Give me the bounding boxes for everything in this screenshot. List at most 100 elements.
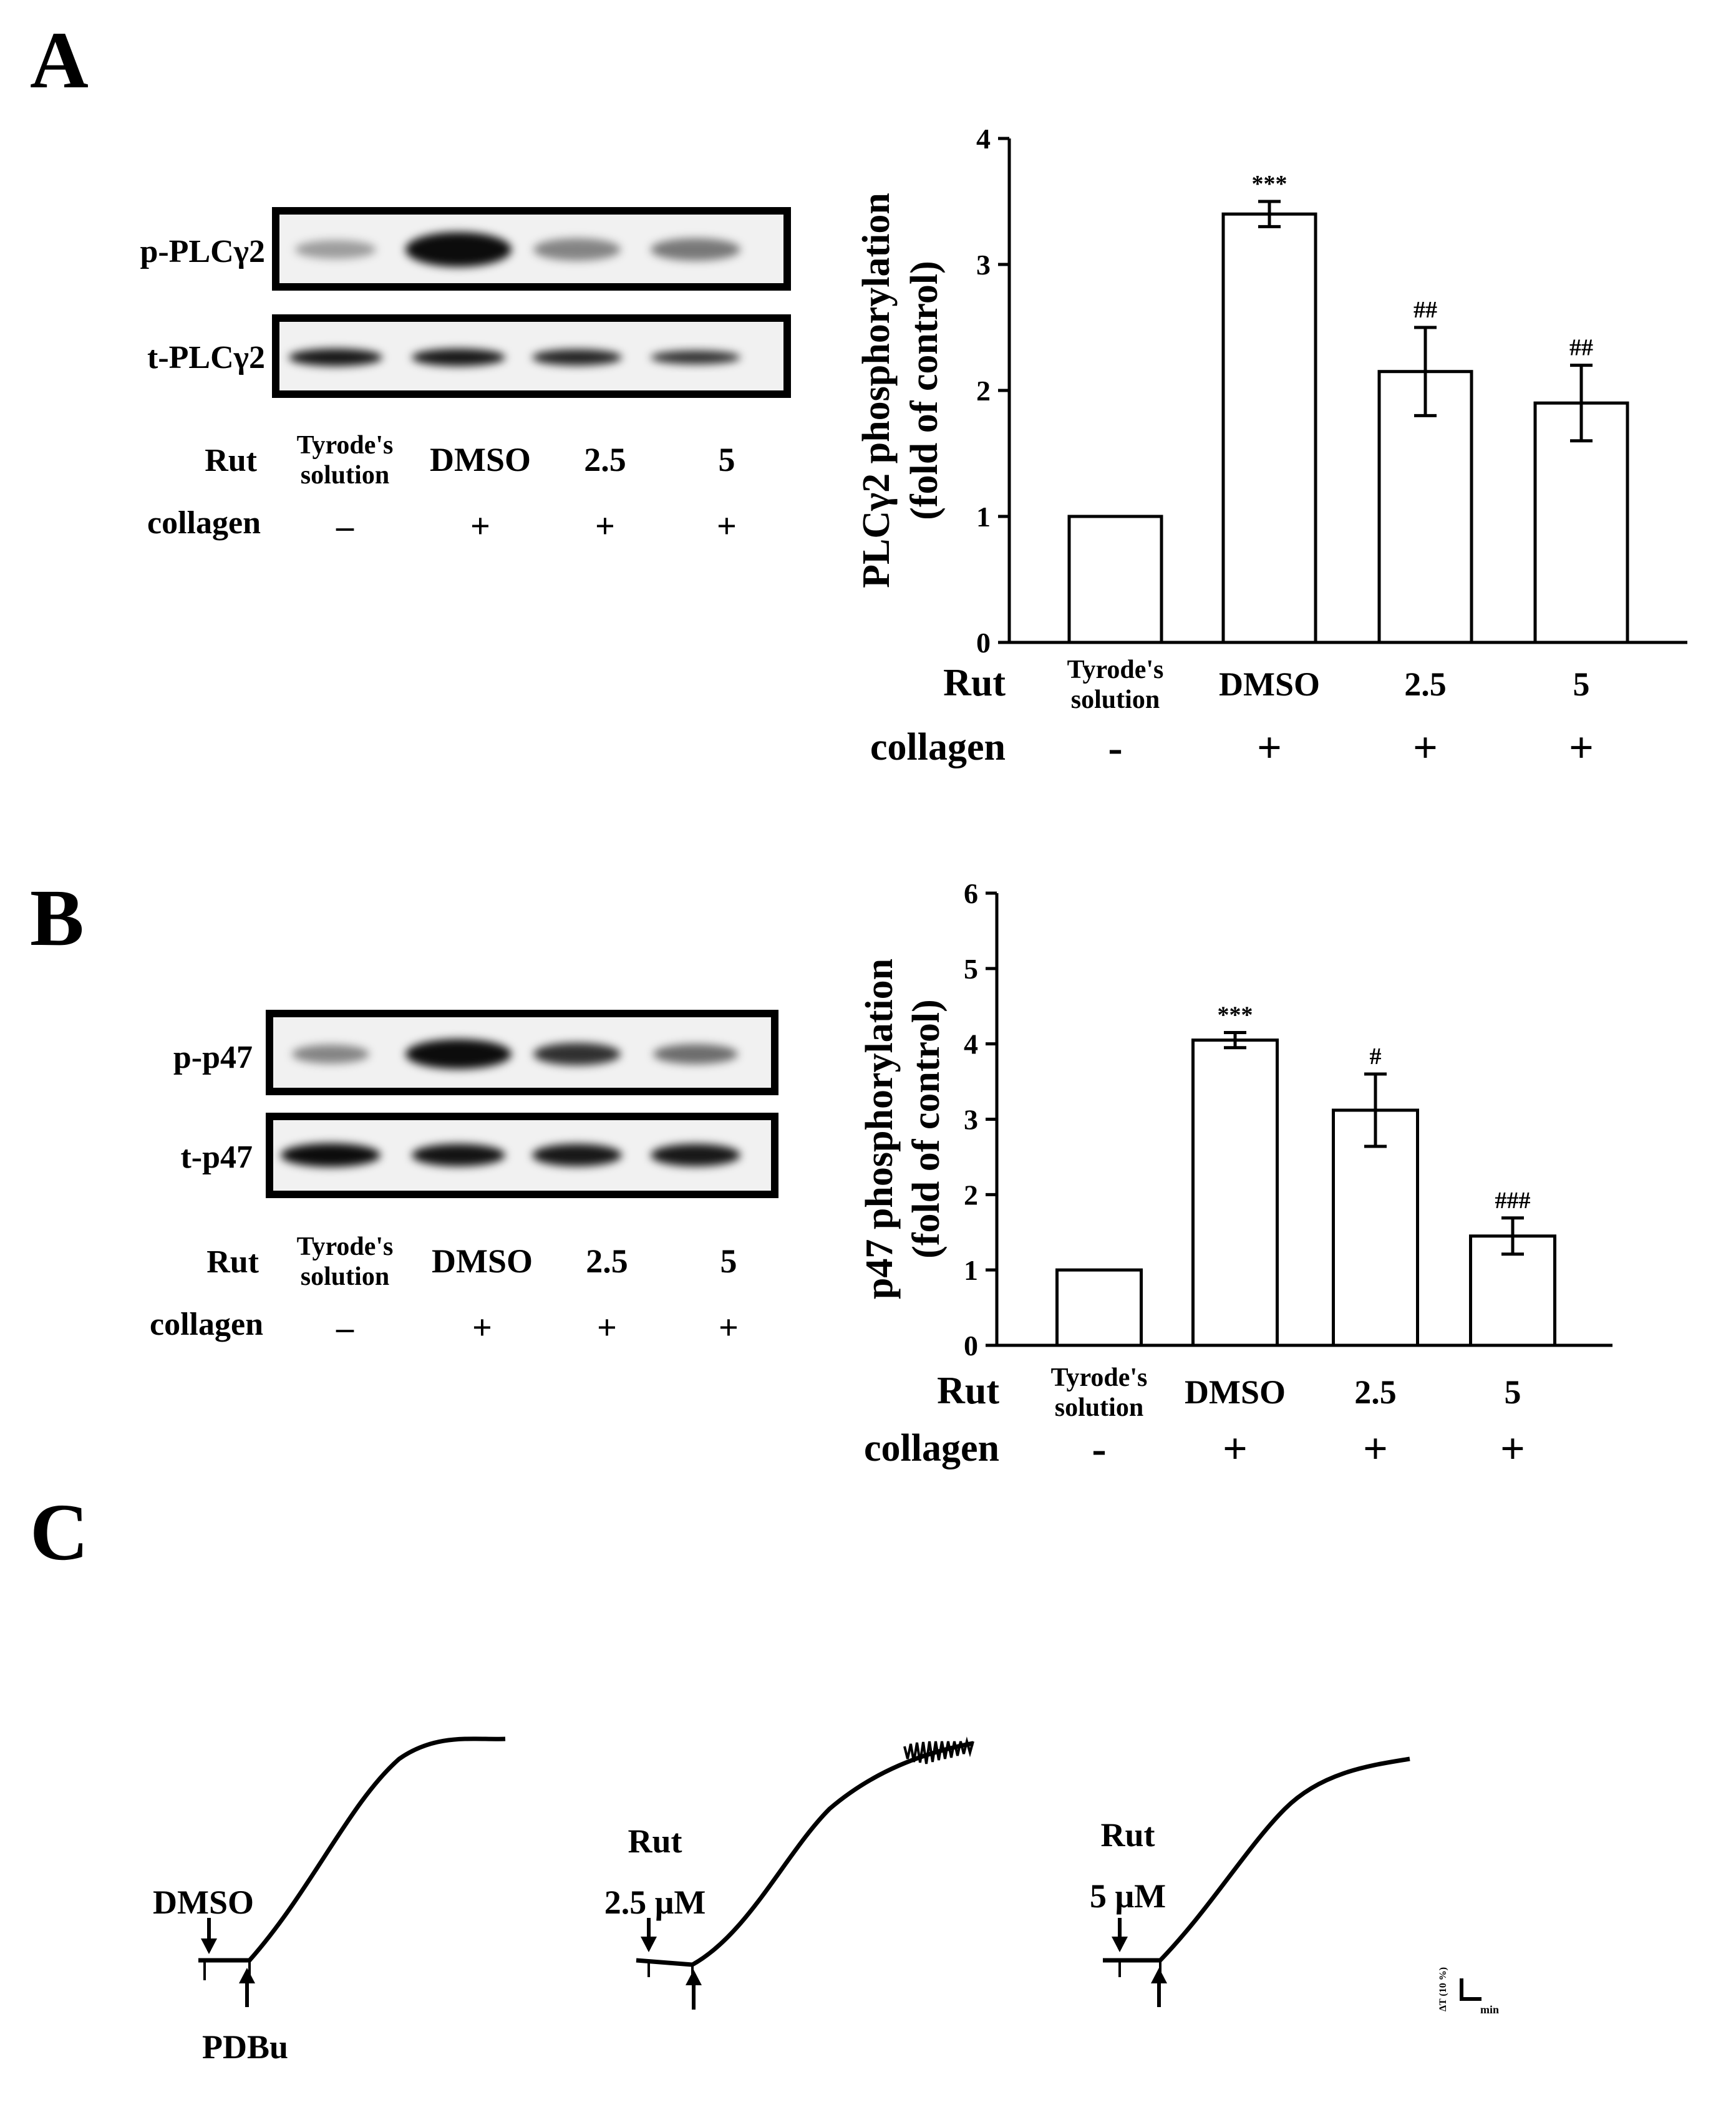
blot-b: p-p47 t-p47 Rut collagen Tyrode'ssolutio… — [150, 1010, 778, 1347]
trace-rut-5-label-2: 5 μM — [1090, 1877, 1166, 1915]
trace-rut-5-down-arrow — [1112, 1918, 1128, 1952]
group-row-value: DMSO — [1185, 1373, 1286, 1411]
blot-lane-label: 2.5 — [586, 1242, 628, 1280]
blot-sign-label: + — [472, 1309, 492, 1347]
blot-band — [533, 238, 621, 261]
bar — [1332, 1108, 1419, 1347]
group-row-value: + — [1569, 724, 1594, 772]
y-tick-label: 2 — [976, 375, 991, 407]
trace-rut-2-5-noise — [903, 1736, 974, 1764]
blot-a-treatment-label: Rut — [205, 443, 257, 478]
blot-sign-label: + — [470, 507, 490, 546]
group-row-label: Rut — [943, 662, 1006, 704]
y-tick-label: 3 — [976, 249, 991, 281]
blot-b-treatment-label: Rut — [206, 1244, 259, 1280]
blot-b-row-label-phospho: p-p47 — [173, 1040, 253, 1075]
blot-band — [533, 1043, 621, 1065]
group-row-value: Tyrode's — [1067, 656, 1164, 684]
trace-dmso: DMSO PDBu — [153, 1736, 506, 2066]
blot-sign-label: – — [336, 507, 354, 546]
significance-label: ## — [1414, 297, 1437, 323]
blot-sign-label: – — [336, 1309, 354, 1347]
y-tick-label: 1 — [976, 501, 991, 533]
group-row-label: collagen — [864, 1427, 999, 1469]
trace-rut-5: Rut 5 μM — [1090, 1756, 1410, 2007]
significance-label: ### — [1495, 1188, 1531, 1214]
y-axis-label: PLCγ2 phosphorylation — [855, 193, 898, 588]
blot-lane-label: 5 — [720, 1242, 737, 1280]
y-tick-label: 0 — [976, 627, 991, 659]
scale-bar-x-label: min — [1480, 2003, 1499, 2016]
significance-label: ## — [1569, 335, 1593, 361]
y-tick-label: 4 — [964, 1028, 978, 1060]
scale-bar: ΔT (10 %) min — [1438, 1967, 1499, 2016]
blot-band — [289, 349, 382, 366]
blot-b-row-label-total: t-p47 — [180, 1140, 253, 1175]
group-row-value: solution — [1055, 1393, 1143, 1422]
panel-letter-c: C — [30, 1488, 89, 1577]
blot-band — [412, 349, 505, 366]
group-row-value: 5 — [1505, 1373, 1521, 1411]
blot-sign-label: + — [595, 507, 615, 546]
blot-lane-label: Tyrode's — [297, 1232, 394, 1261]
bar — [1221, 212, 1317, 644]
y-tick-label: 0 — [964, 1330, 978, 1362]
group-row-value: DMSO — [1219, 665, 1320, 703]
bar — [1191, 1038, 1279, 1347]
blot-band — [405, 1039, 512, 1069]
group-row-value: 2.5 — [1354, 1373, 1397, 1411]
blot-band — [295, 240, 376, 259]
group-row-value: - — [1108, 724, 1122, 772]
scale-bar-y-label: ΔT (10 %) — [1438, 1967, 1448, 2011]
group-row-value: 2.5 — [1404, 665, 1447, 703]
y-axis-label: (fold of control) — [905, 999, 948, 1259]
trace-rut-2-5: Rut 2.5 μM — [604, 1736, 974, 2010]
aggregation-traces: DMSO PDBu Rut 2.5 μM — [153, 1736, 1499, 2066]
blot-b-stimulus-label: collagen — [150, 1307, 263, 1342]
trace-dmso-line — [198, 1736, 506, 1963]
trace-rut-5-up-arrow — [1151, 1968, 1167, 2007]
group-row-value: + — [1223, 1425, 1248, 1473]
group-row-value: solution — [1071, 685, 1160, 714]
bar — [1533, 401, 1629, 644]
blot-lane-label: 2.5 — [584, 441, 626, 478]
group-row-label: Rut — [937, 1370, 999, 1412]
blot-lane-label: solution — [301, 461, 389, 490]
y-tick-label: 3 — [964, 1104, 978, 1136]
blot-band — [532, 1144, 622, 1166]
trace-rut-5-label-1: Rut — [1100, 1816, 1155, 1854]
blot-a-bands — [289, 232, 740, 366]
blot-lane-label: 5 — [719, 441, 735, 478]
blot-a-row-label-phospho: p-PLCγ2 — [140, 234, 265, 269]
blot-a-row-label-total: t-PLCγ2 — [147, 340, 265, 375]
scale-bar-lines — [1460, 1978, 1481, 2001]
blot-lane-label: solution — [301, 1262, 389, 1291]
blot-band — [412, 1144, 505, 1166]
y-tick-label: 2 — [964, 1179, 978, 1211]
trace-rut-2-5-up-arrow — [686, 1970, 702, 2010]
trace-dmso-up-arrow — [239, 1968, 255, 2007]
blot-band — [651, 351, 740, 364]
trace-rut-2-5-down-arrow — [641, 1918, 657, 1952]
blot-band — [651, 238, 740, 261]
blot-band — [292, 1045, 369, 1063]
y-tick-label: 5 — [964, 953, 978, 985]
y-tick-label: 4 — [976, 123, 991, 155]
blot-sign-label: + — [719, 1309, 739, 1347]
blot-sign-label: + — [717, 507, 737, 546]
trace-dmso-down-arrow — [201, 1918, 217, 1954]
blot-sign-label: + — [597, 1309, 617, 1347]
blot-lane-label: DMSO — [432, 1242, 533, 1280]
trace-rut-5-line — [1103, 1756, 1410, 1963]
panel-letter-b: B — [30, 873, 84, 963]
y-tick-label: 6 — [964, 878, 978, 909]
trace-rut-2-5-label-2: 2.5 μM — [604, 1884, 706, 1921]
bar-chart-plcg2: 0 1 2 3 4 *** ## ## PLCγ2 phosphorylation (fold o… — [855, 123, 1687, 772]
group-row-label: collagen — [870, 726, 1006, 768]
blot-band — [405, 232, 512, 267]
trace-dmso-bottom-label: PDBu — [202, 2028, 288, 2066]
trace-dmso-label-1: DMSO — [153, 1884, 254, 1921]
blot-a: p-PLCγ2 t-PLCγ2 Rut collagen Tyrode'ssol… — [140, 207, 791, 546]
